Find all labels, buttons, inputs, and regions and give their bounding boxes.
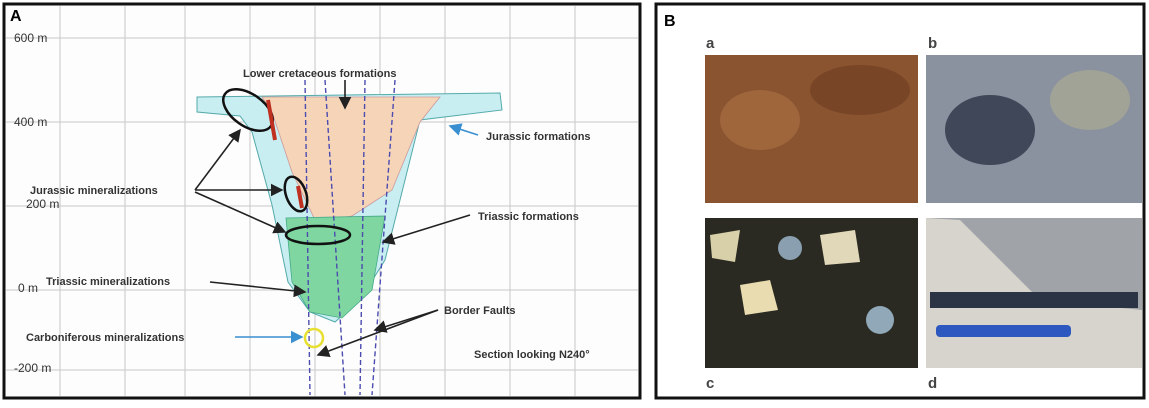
photo-label: b (928, 35, 937, 52)
cross-section (196, 79, 503, 396)
annotation: Carboniferous mineralizations (26, 332, 184, 344)
annotation: Border Faults (444, 305, 516, 317)
photo-label: a (706, 35, 715, 52)
photo-label: c (706, 375, 714, 392)
elevation-label: 200 m (26, 197, 59, 211)
annotation: Jurassic formations (486, 131, 591, 143)
photo (705, 218, 918, 368)
arrows (194, 80, 479, 358)
elevation-label: -200 m (14, 361, 51, 375)
panel-a: A 600 m 400 m 200 m 0 m -200 m Lower cre… (2, 2, 642, 400)
elevation-label: 400 m (14, 115, 47, 129)
panel-b: B a b c d (654, 2, 1146, 400)
photo-label: d (928, 375, 937, 392)
elevation-label: 0 m (18, 281, 38, 295)
annotation: Lower cretaceous formations (243, 68, 396, 80)
annotation: Section looking N240° (474, 349, 590, 361)
annotation: Triassic mineralizations (46, 276, 170, 288)
elevation-label: 600 m (14, 31, 47, 45)
annotation: Jurassic mineralizations (30, 185, 158, 197)
panel-label: B (664, 13, 676, 30)
panel-label: A (10, 8, 22, 25)
annotation: Triassic formations (478, 211, 579, 223)
